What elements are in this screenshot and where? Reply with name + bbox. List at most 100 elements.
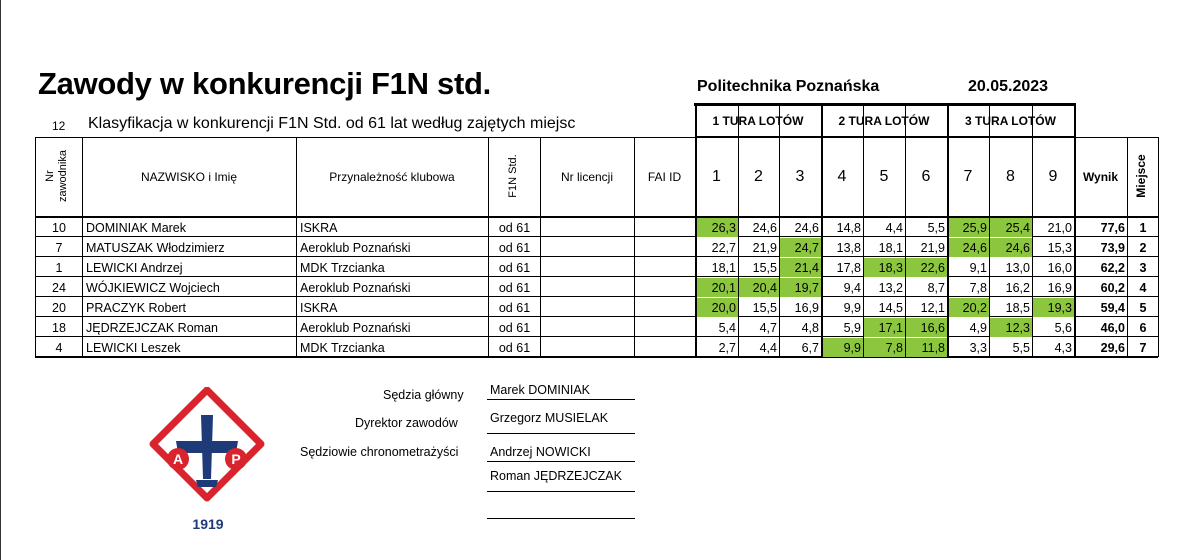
competitor-club: MDK Trzcianka [300, 260, 385, 275]
logo-letter-a: A [173, 451, 183, 467]
flight-time: 22,7 [711, 240, 736, 255]
flight-time: 4,8 [801, 320, 819, 335]
flight-time: 9,4 [843, 280, 861, 295]
flight-time: 19,7 [780, 278, 821, 297]
flight-time: 24,6 [949, 238, 989, 257]
column-border [1158, 137, 1159, 357]
license-header: Nr licencji [560, 169, 613, 184]
flight-time: 20,0 [697, 298, 738, 317]
chief-judge-label: Sędzia główny [383, 388, 464, 402]
round-1-header: 1 TURA LOTÓW [712, 114, 804, 128]
row-border [35, 236, 1158, 237]
name-header: NAZWISKO i Imię [140, 169, 237, 184]
competitor-category: od 61 [498, 320, 531, 335]
flight-time: 17,8 [836, 260, 861, 275]
flight-6-header: 6 [921, 167, 931, 185]
place-value: 2 [1139, 240, 1147, 255]
result-value: 62,2 [1100, 260, 1125, 275]
logo-fuselage [201, 415, 213, 479]
column-border [989, 103, 990, 357]
flight-time: 20,4 [739, 278, 779, 297]
flight-time: 18,1 [878, 240, 903, 255]
fai-id [635, 298, 695, 317]
flight-time: 6,7 [801, 340, 819, 355]
flight-time: 13,2 [878, 280, 903, 295]
column-border [905, 103, 906, 357]
column-border [947, 103, 949, 357]
timekeeper-1-signature-line [487, 461, 635, 462]
flight-time: 2,7 [718, 340, 736, 355]
fai-id [635, 338, 695, 357]
flight-time: 20,1 [697, 278, 738, 297]
flight-time: 4,7 [759, 320, 777, 335]
result-header: Wynik [1082, 169, 1119, 184]
flight-7-header: 7 [963, 167, 973, 185]
flight-time: 16,9 [794, 300, 819, 315]
logo-circle-a [167, 448, 189, 470]
place-header: Miejsce [1134, 154, 1148, 198]
flight-time: 21,9 [920, 240, 945, 255]
header-top-border [35, 137, 1158, 138]
competitor-number: 1 [55, 260, 63, 275]
logo-tail [196, 480, 218, 487]
column-border [1032, 103, 1033, 357]
column-border [488, 137, 489, 357]
flight-time: 12,1 [920, 300, 945, 315]
flight-time: 19,3 [1033, 298, 1074, 317]
fai-id [635, 318, 695, 337]
flight-time: 16,6 [906, 318, 947, 337]
flight-time: 16,9 [1047, 280, 1072, 295]
competitor-number: 10 [52, 220, 66, 235]
flight-time: 24,7 [780, 238, 821, 257]
flight-time: 15,5 [752, 300, 777, 315]
place-value: 3 [1139, 260, 1147, 275]
row-border [35, 256, 1158, 257]
competitor-category: od 61 [498, 260, 531, 275]
aeroklub-logo: A P [149, 387, 265, 502]
director-name: Grzegorz MUSIELAK [490, 411, 609, 425]
flight-1-header: 1 [712, 167, 721, 185]
competitor-number: 4 [55, 340, 63, 355]
club-header: Przynależność klubowa [329, 169, 455, 184]
flight-time: 9,9 [843, 300, 861, 315]
flight-time: 15,3 [1047, 240, 1072, 255]
extra-signature-line [487, 518, 635, 519]
flight-time: 22,6 [906, 258, 947, 277]
flight-time: 14,8 [836, 220, 861, 235]
round-header-bottom-border [695, 136, 1074, 137]
place-value: 4 [1139, 280, 1147, 295]
column-border [1127, 137, 1128, 357]
round-3-header: 3 TURA LOTÓW [965, 114, 1056, 128]
chief-judge-signature-line [487, 399, 635, 400]
competitor-club: ISKRA [300, 220, 338, 235]
flight-time: 4,3 [1054, 340, 1072, 355]
flight-time: 7,8 [969, 280, 987, 295]
flight-4-header: 4 [837, 167, 847, 185]
competitor-club: MDK Trzcianka [300, 340, 385, 355]
place-value: 7 [1139, 340, 1147, 355]
flight-time: 9,1 [969, 260, 987, 275]
flight-time: 18,1 [711, 260, 736, 275]
column-border [1074, 103, 1076, 357]
flight-time: 4,4 [885, 220, 903, 235]
row-border [35, 316, 1158, 317]
license-number [541, 338, 634, 357]
logo-circle-p [225, 448, 247, 470]
flight-time: 13,0 [1005, 260, 1030, 275]
result-value: 46,0 [1100, 320, 1125, 335]
director-label: Dyrektor zawodów [355, 416, 458, 430]
flight-time: 9,9 [823, 338, 863, 357]
logo-year: 1919 [192, 516, 224, 532]
competitor-category: od 61 [498, 220, 531, 235]
flight-time: 4,4 [759, 340, 777, 355]
column-border [863, 103, 864, 357]
classification-number: 12 [52, 119, 66, 133]
competitor-name: LEWICKI Andrzej [86, 260, 183, 275]
competitor-club: Aeroklub Poznański [300, 240, 411, 255]
round-2-header: 2 TURA LOTÓW [838, 114, 930, 128]
place-value: 1 [1139, 220, 1147, 235]
competitor-number: 20 [52, 300, 66, 315]
row-border [35, 336, 1158, 337]
result-value: 59,4 [1100, 300, 1125, 315]
flight-8-header: 8 [1006, 167, 1015, 185]
